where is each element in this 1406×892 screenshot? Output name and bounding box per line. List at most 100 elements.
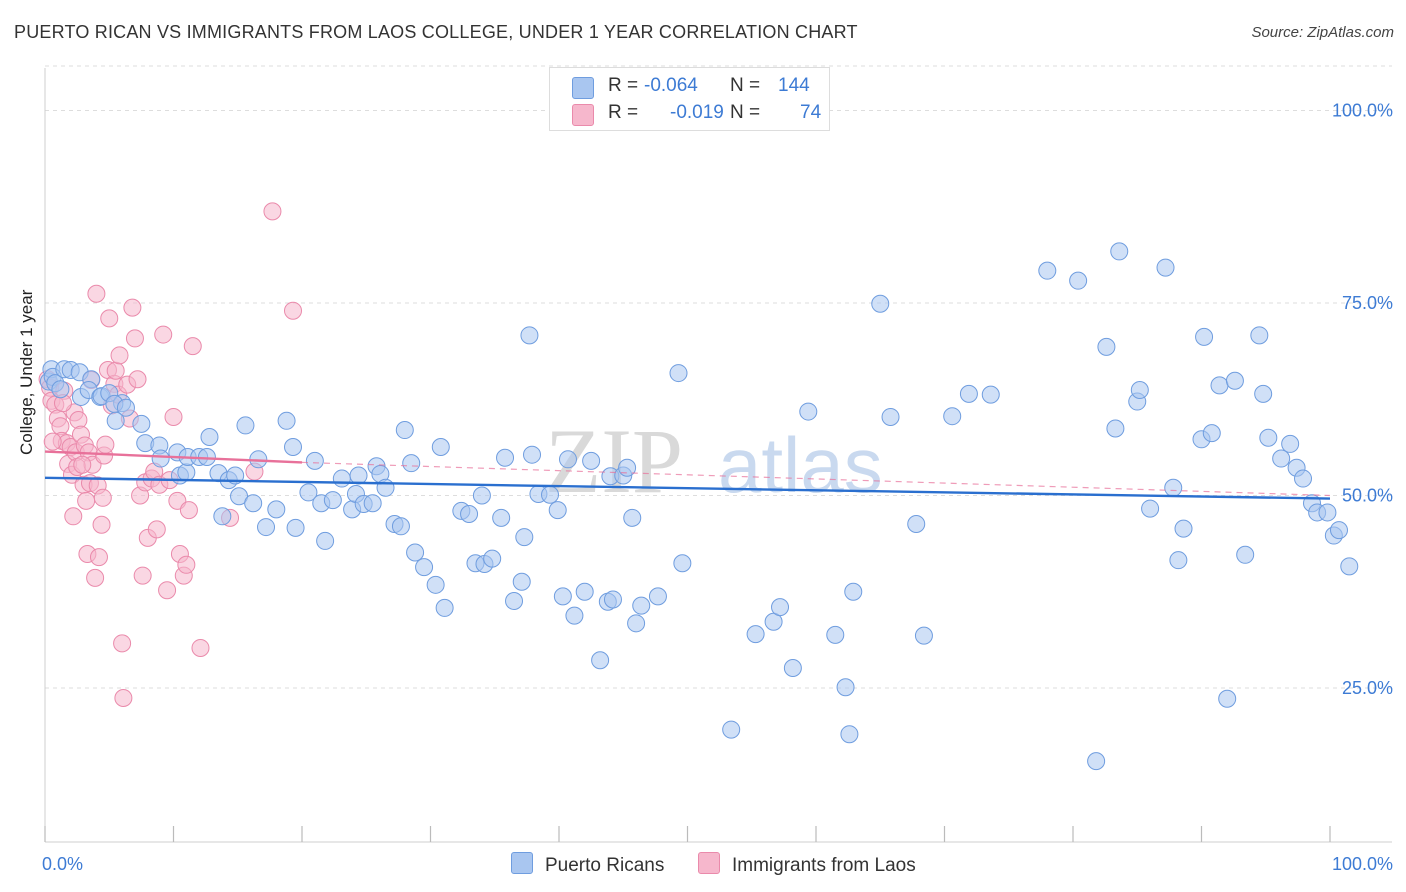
legend-swatch-pink <box>572 104 594 126</box>
data-point-puerto-rican <box>582 451 601 470</box>
data-point-puerto-rican <box>648 587 667 606</box>
data-point-puerto-rican <box>565 606 584 625</box>
data-point-puerto-rican <box>1038 261 1057 280</box>
data-point-laos <box>191 638 210 657</box>
data-point-laos <box>100 309 119 328</box>
data-point-puerto-rican <box>669 364 688 383</box>
data-point-laos <box>154 325 173 344</box>
data-point-puerto-rican <box>591 651 610 670</box>
data-point-laos <box>69 411 88 430</box>
data-point-puerto-rican <box>496 448 515 467</box>
data-point-puerto-rican <box>492 508 511 527</box>
data-point-puerto-rican <box>1130 381 1149 400</box>
data-point-puerto-rican <box>213 507 232 526</box>
data-point-laos <box>89 548 108 567</box>
y-tick-label: 100.0% <box>1332 101 1393 121</box>
y-tick-label: 50.0% <box>1342 486 1393 506</box>
data-point-puerto-rican <box>406 543 425 562</box>
bottom-legend-label: Puerto Ricans <box>545 855 665 876</box>
data-point-laos <box>125 329 144 348</box>
data-point-puerto-rican <box>426 575 445 594</box>
bottom-legend-swatch-blue <box>511 852 533 874</box>
data-point-puerto-rican <box>1318 503 1337 522</box>
data-point-puerto-rican <box>286 518 305 537</box>
data-point-puerto-rican <box>959 384 978 403</box>
data-point-puerto-rican <box>871 294 890 313</box>
y-tick-label: 25.0% <box>1342 678 1393 698</box>
data-point-puerto-rican <box>305 451 324 470</box>
data-point-puerto-rican <box>106 411 125 430</box>
trend-line-laos <box>44 450 303 464</box>
data-point-puerto-rican <box>151 449 170 468</box>
data-point-puerto-rican <box>1272 449 1291 468</box>
trend-line-puerto-ricans <box>44 476 1331 500</box>
data-point-puerto-rican <box>1254 384 1273 403</box>
data-point-puerto-rican <box>1156 258 1175 277</box>
data-point-laos <box>179 501 198 520</box>
data-point-laos <box>114 689 133 708</box>
y-tick-label: 75.0% <box>1342 293 1393 313</box>
data-point-puerto-rican <box>1294 469 1313 488</box>
data-point-puerto-rican <box>627 614 646 633</box>
data-point-puerto-rican <box>1069 271 1088 290</box>
gridlines <box>45 65 1392 689</box>
data-point-puerto-rican <box>483 549 502 568</box>
data-point-puerto-rican <box>1225 371 1244 390</box>
chart-title: PUERTO RICAN VS IMMIGRANTS FROM LAOS COL… <box>14 22 858 42</box>
data-point-laos <box>113 634 132 653</box>
data-point-puerto-rican <box>1174 519 1193 538</box>
data-point-puerto-rican <box>1250 326 1269 345</box>
data-point-puerto-rican <box>363 494 382 513</box>
data-point-puerto-rican <box>284 437 303 456</box>
data-point-puerto-rican <box>376 478 395 497</box>
data-point-puerto-rican <box>299 483 318 502</box>
data-point-puerto-rican <box>722 720 741 739</box>
data-point-laos <box>110 346 129 365</box>
data-point-puerto-rican <box>1210 376 1229 395</box>
data-point-puerto-rican <box>1281 434 1300 453</box>
data-point-puerto-rican <box>840 725 859 744</box>
data-point-puerto-rican <box>1329 521 1348 540</box>
data-point-puerto-rican <box>177 463 196 482</box>
data-point-laos <box>128 370 147 389</box>
data-point-laos <box>92 515 111 534</box>
data-point-puerto-rican <box>1202 424 1221 443</box>
bottom-legend-immigrants-from-laos: Immigrants from Laos <box>698 852 916 877</box>
data-point-puerto-rican <box>603 590 622 609</box>
data-point-puerto-rican <box>415 558 434 577</box>
data-point-puerto-rican <box>523 445 542 464</box>
data-point-puerto-rican <box>1218 689 1237 708</box>
data-point-laos <box>77 491 96 510</box>
data-point-puerto-rican <box>332 469 351 488</box>
series-puerto-ricans <box>39 242 1359 771</box>
legend-r-label: R = <box>608 75 639 96</box>
data-point-laos <box>263 202 282 221</box>
data-point-puerto-rican <box>1087 752 1106 771</box>
data-point-laos <box>43 432 62 451</box>
bottom-legend-puerto-ricans: Puerto Ricans <box>511 852 664 877</box>
data-point-puerto-rican <box>1106 419 1125 438</box>
data-point-laos <box>177 555 196 574</box>
data-point-puerto-rican <box>520 326 539 345</box>
data-point-laos <box>96 435 115 454</box>
data-point-puerto-rican <box>548 501 567 520</box>
data-point-puerto-rican <box>541 485 560 504</box>
legend-n-label: N = <box>730 102 761 123</box>
legend-r-value: -0.019 <box>670 102 724 123</box>
source-label: Source: ZipAtlas.com <box>1251 24 1394 41</box>
data-point-puerto-rican <box>981 385 1000 404</box>
bottom-legend-swatch-pink <box>698 852 720 874</box>
correlation-legend: R = -0.064 N = 144 R = -0.019 N = 74 <box>549 67 830 131</box>
data-point-laos <box>158 581 177 600</box>
data-point-puerto-rican <box>267 500 286 519</box>
legend-r-value: -0.064 <box>644 75 698 96</box>
data-point-puerto-rican <box>515 528 534 547</box>
data-point-puerto-rican <box>116 398 135 417</box>
data-point-laos <box>106 361 125 380</box>
tick-labels: 25.0% 50.0% 75.0% 100.0% 0.0% 100.0% <box>42 101 1393 875</box>
data-point-puerto-rican <box>881 407 900 426</box>
data-point-puerto-rican <box>277 411 296 430</box>
data-point-puerto-rican <box>558 450 577 469</box>
data-point-puerto-rican <box>349 466 368 485</box>
